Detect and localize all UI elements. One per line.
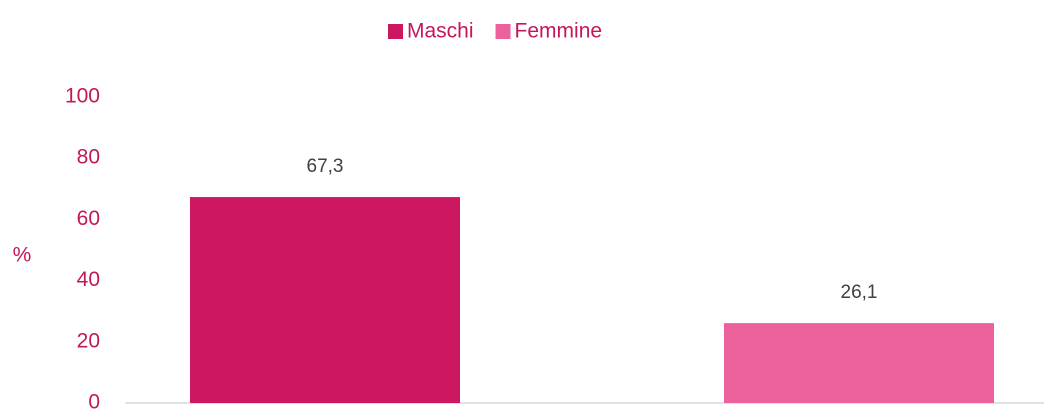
y-tick-label: 0 xyxy=(88,391,100,414)
y-tick-label: 60 xyxy=(77,207,100,230)
legend-swatch xyxy=(495,24,511,39)
y-tick-label: 80 xyxy=(77,146,100,169)
bar xyxy=(724,323,994,403)
data-label: 26,1 xyxy=(841,282,878,303)
legend-label: Maschi xyxy=(407,20,474,43)
legend-label: Femmine xyxy=(515,20,603,43)
data-label: 67,3 xyxy=(307,156,344,177)
y-tick-label: 20 xyxy=(77,329,100,352)
y-axis-label: % xyxy=(13,244,32,267)
bar xyxy=(190,197,460,403)
y-tick-label: 100 xyxy=(65,85,100,108)
y-tick-label: 40 xyxy=(77,268,100,291)
legend-swatch xyxy=(388,24,403,39)
